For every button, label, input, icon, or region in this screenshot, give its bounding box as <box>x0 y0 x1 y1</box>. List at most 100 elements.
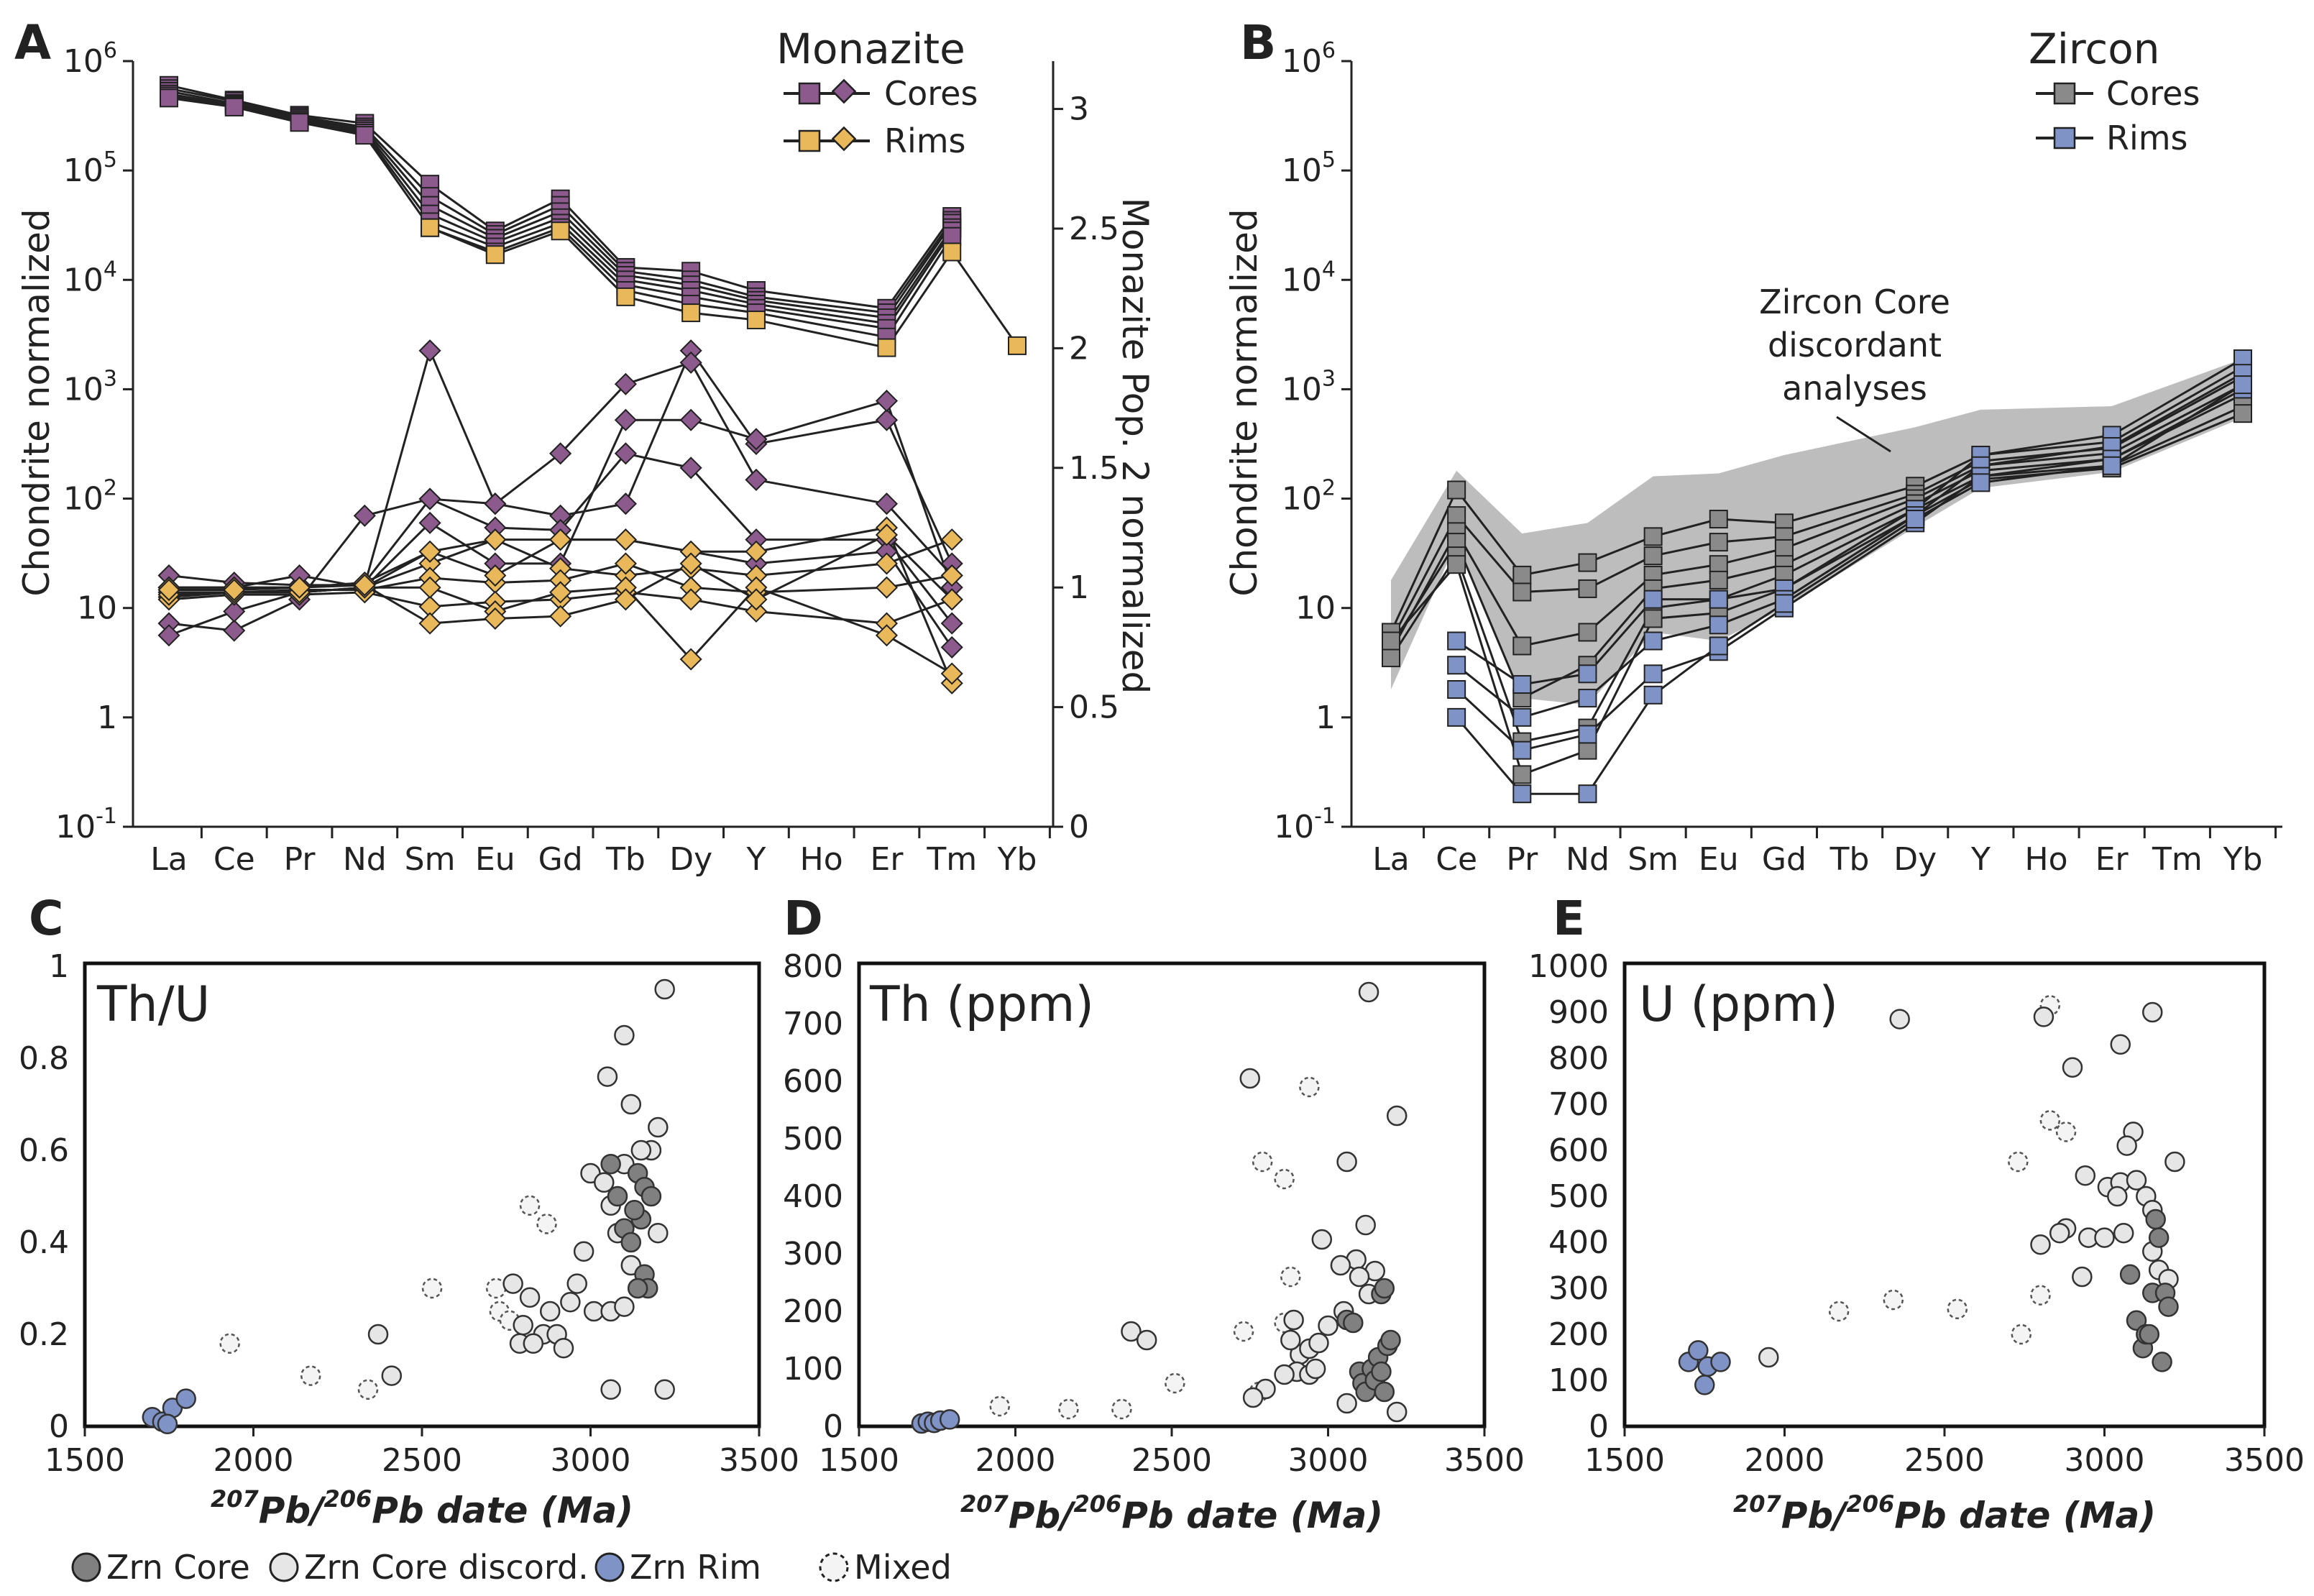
scatter-point <box>627 1278 648 1299</box>
scatter-point <box>1318 1315 1339 1336</box>
square-marker <box>1578 623 1597 642</box>
y-tick-label: 10 <box>1295 590 1336 627</box>
scatter-point <box>519 1287 541 1308</box>
scatter-point <box>2039 1110 2061 1131</box>
diamond-marker <box>288 576 311 599</box>
square-marker <box>421 218 440 237</box>
legend-zrn-core-discord-marker <box>269 1552 299 1582</box>
square-marker <box>224 97 244 116</box>
scatter-point <box>1330 1255 1351 1276</box>
scatter-point <box>597 1066 618 1087</box>
diamond-marker <box>940 588 963 611</box>
panel-a-legend-title: Monazite <box>776 24 965 73</box>
diamond-marker <box>875 408 899 431</box>
diamond-marker <box>157 578 180 602</box>
y-tick-label: 400 <box>1548 1224 1609 1261</box>
x-tick-label: Tb <box>605 841 646 878</box>
diamond-marker <box>875 390 899 413</box>
scatter-point <box>1343 1312 1364 1334</box>
series-line <box>1456 372 2244 719</box>
panel-e-inner-label: U (ppm) <box>1639 976 1838 1033</box>
diamond-marker <box>940 662 963 685</box>
diamond-marker <box>549 442 572 465</box>
y2-tick-label: 2.5 <box>1069 211 1119 247</box>
scatter-point <box>566 1273 587 1294</box>
legend-a-rims-label: Rims <box>884 121 966 160</box>
series-line <box>168 452 953 632</box>
y-tick-label: 1 <box>97 700 117 736</box>
legend-zrn-rim-marker <box>594 1552 625 1582</box>
panel-b-legend: Zircon Cores Rims <box>2029 24 2200 157</box>
square-marker <box>1382 631 1400 651</box>
diamond-marker <box>418 612 441 635</box>
scatter-point <box>175 1388 196 1409</box>
legend-mixed-label: Mixed <box>854 1548 952 1587</box>
square-marker <box>1709 636 1728 656</box>
diamond-marker <box>875 523 899 546</box>
legend-b-rims-square <box>2053 127 2076 150</box>
y-tick-label: 0.8 <box>19 1040 69 1077</box>
square-marker <box>1512 582 1532 602</box>
scatter-point <box>1374 1381 1395 1403</box>
x-tick-label: La <box>150 841 187 878</box>
x-tick-label: Y <box>1970 841 1991 878</box>
panel-b: B 10-1 1 10 102 103 104 105 106 La Ce Pr Nd Sm Eu Gd Tb… <box>1223 15 2282 878</box>
x-tick-label: Tm <box>2152 841 2203 878</box>
x-tick-label: Tm <box>926 841 977 878</box>
scatter-point <box>1308 1332 1329 1354</box>
scatter-point <box>1688 1340 1709 1361</box>
square-marker <box>1774 594 1794 613</box>
panel-b-label: B <box>1240 15 1276 70</box>
x-tick-label: 2000 <box>1745 1442 1825 1479</box>
diamond-marker <box>549 569 572 592</box>
square-marker <box>2233 404 2252 423</box>
y-tick-label: 300 <box>783 1236 843 1272</box>
x-tick-label: Ce <box>1436 841 1477 878</box>
diamond-marker <box>418 576 441 599</box>
x-tick-label: 3500 <box>2224 1442 2305 1479</box>
scatter-point <box>1252 1151 1273 1173</box>
scatter-point <box>1336 1151 1357 1173</box>
scatter-point <box>2142 1001 2163 1023</box>
diamond-marker <box>875 624 899 647</box>
y2-tick-label: 0.5 <box>1069 689 1119 726</box>
diamond-marker <box>418 595 441 618</box>
legend-b-cores-square <box>2053 82 2076 105</box>
square-marker <box>1578 664 1597 684</box>
x-tick-label: Er <box>2095 841 2129 878</box>
x-tick-label: 2000 <box>214 1442 294 1479</box>
square-marker <box>1709 570 1728 590</box>
scatter-point <box>620 1093 642 1115</box>
series-line <box>168 347 953 587</box>
x-tick-label: 1500 <box>45 1442 125 1479</box>
y-tick-label: 800 <box>783 948 843 985</box>
diamond-marker <box>549 605 572 628</box>
x-tick-label: Dy <box>669 841 712 878</box>
diamond-marker <box>484 516 507 539</box>
diamond-marker <box>614 408 637 431</box>
scatter-point <box>2113 1222 2134 1244</box>
x-tick-label: Y <box>745 841 766 878</box>
scatter-point <box>594 1172 615 1193</box>
scatter-point <box>2158 1296 2179 1317</box>
scatter-point <box>1283 1309 1304 1331</box>
diamond-marker <box>745 552 768 575</box>
legend-a-rims-diamond <box>831 126 857 152</box>
diamond-marker <box>288 564 311 587</box>
square-marker <box>1512 740 1532 760</box>
y-tick-label: 106 <box>1282 38 1336 80</box>
y-tick-label: 900 <box>1548 994 1609 1031</box>
scatter-point <box>553 1337 574 1359</box>
diamond-marker <box>614 564 637 587</box>
y-tick-label: 600 <box>1548 1132 1609 1169</box>
x-tick-label: Nd <box>1566 841 1610 878</box>
series-line <box>1456 388 2244 752</box>
square-marker <box>1578 553 1597 572</box>
series-line <box>168 93 953 325</box>
scatter-point <box>1165 1372 1185 1394</box>
scatter-point <box>607 1185 628 1207</box>
scatter-point <box>654 978 675 1000</box>
y-tick-label: 0 <box>49 1408 69 1445</box>
x-tick-label: 1500 <box>1584 1442 1665 1479</box>
series-line <box>1456 357 2244 686</box>
